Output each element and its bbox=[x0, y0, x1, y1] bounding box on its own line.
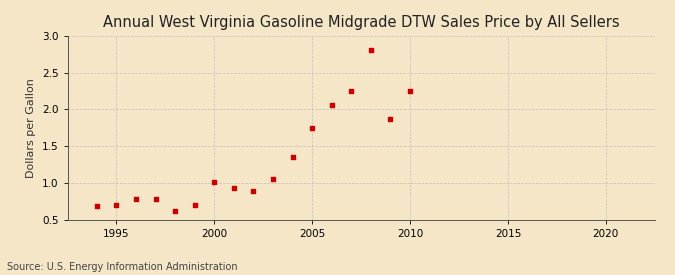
Text: Source: U.S. Energy Information Administration: Source: U.S. Energy Information Administ… bbox=[7, 262, 238, 272]
Y-axis label: Dollars per Gallon: Dollars per Gallon bbox=[26, 78, 36, 178]
Point bbox=[209, 180, 220, 184]
Point bbox=[111, 202, 122, 207]
Point bbox=[189, 203, 200, 207]
Point bbox=[169, 209, 180, 213]
Point bbox=[326, 103, 337, 107]
Point bbox=[151, 197, 161, 202]
Title: Annual West Virginia Gasoline Midgrade DTW Sales Price by All Sellers: Annual West Virginia Gasoline Midgrade D… bbox=[103, 15, 620, 31]
Point bbox=[365, 48, 376, 53]
Point bbox=[130, 196, 141, 201]
Point bbox=[404, 89, 415, 93]
Point bbox=[248, 188, 259, 193]
Point bbox=[287, 155, 298, 159]
Point bbox=[385, 117, 396, 121]
Point bbox=[267, 177, 278, 181]
Point bbox=[306, 126, 317, 130]
Point bbox=[228, 186, 239, 191]
Point bbox=[91, 204, 102, 208]
Point bbox=[346, 89, 357, 93]
